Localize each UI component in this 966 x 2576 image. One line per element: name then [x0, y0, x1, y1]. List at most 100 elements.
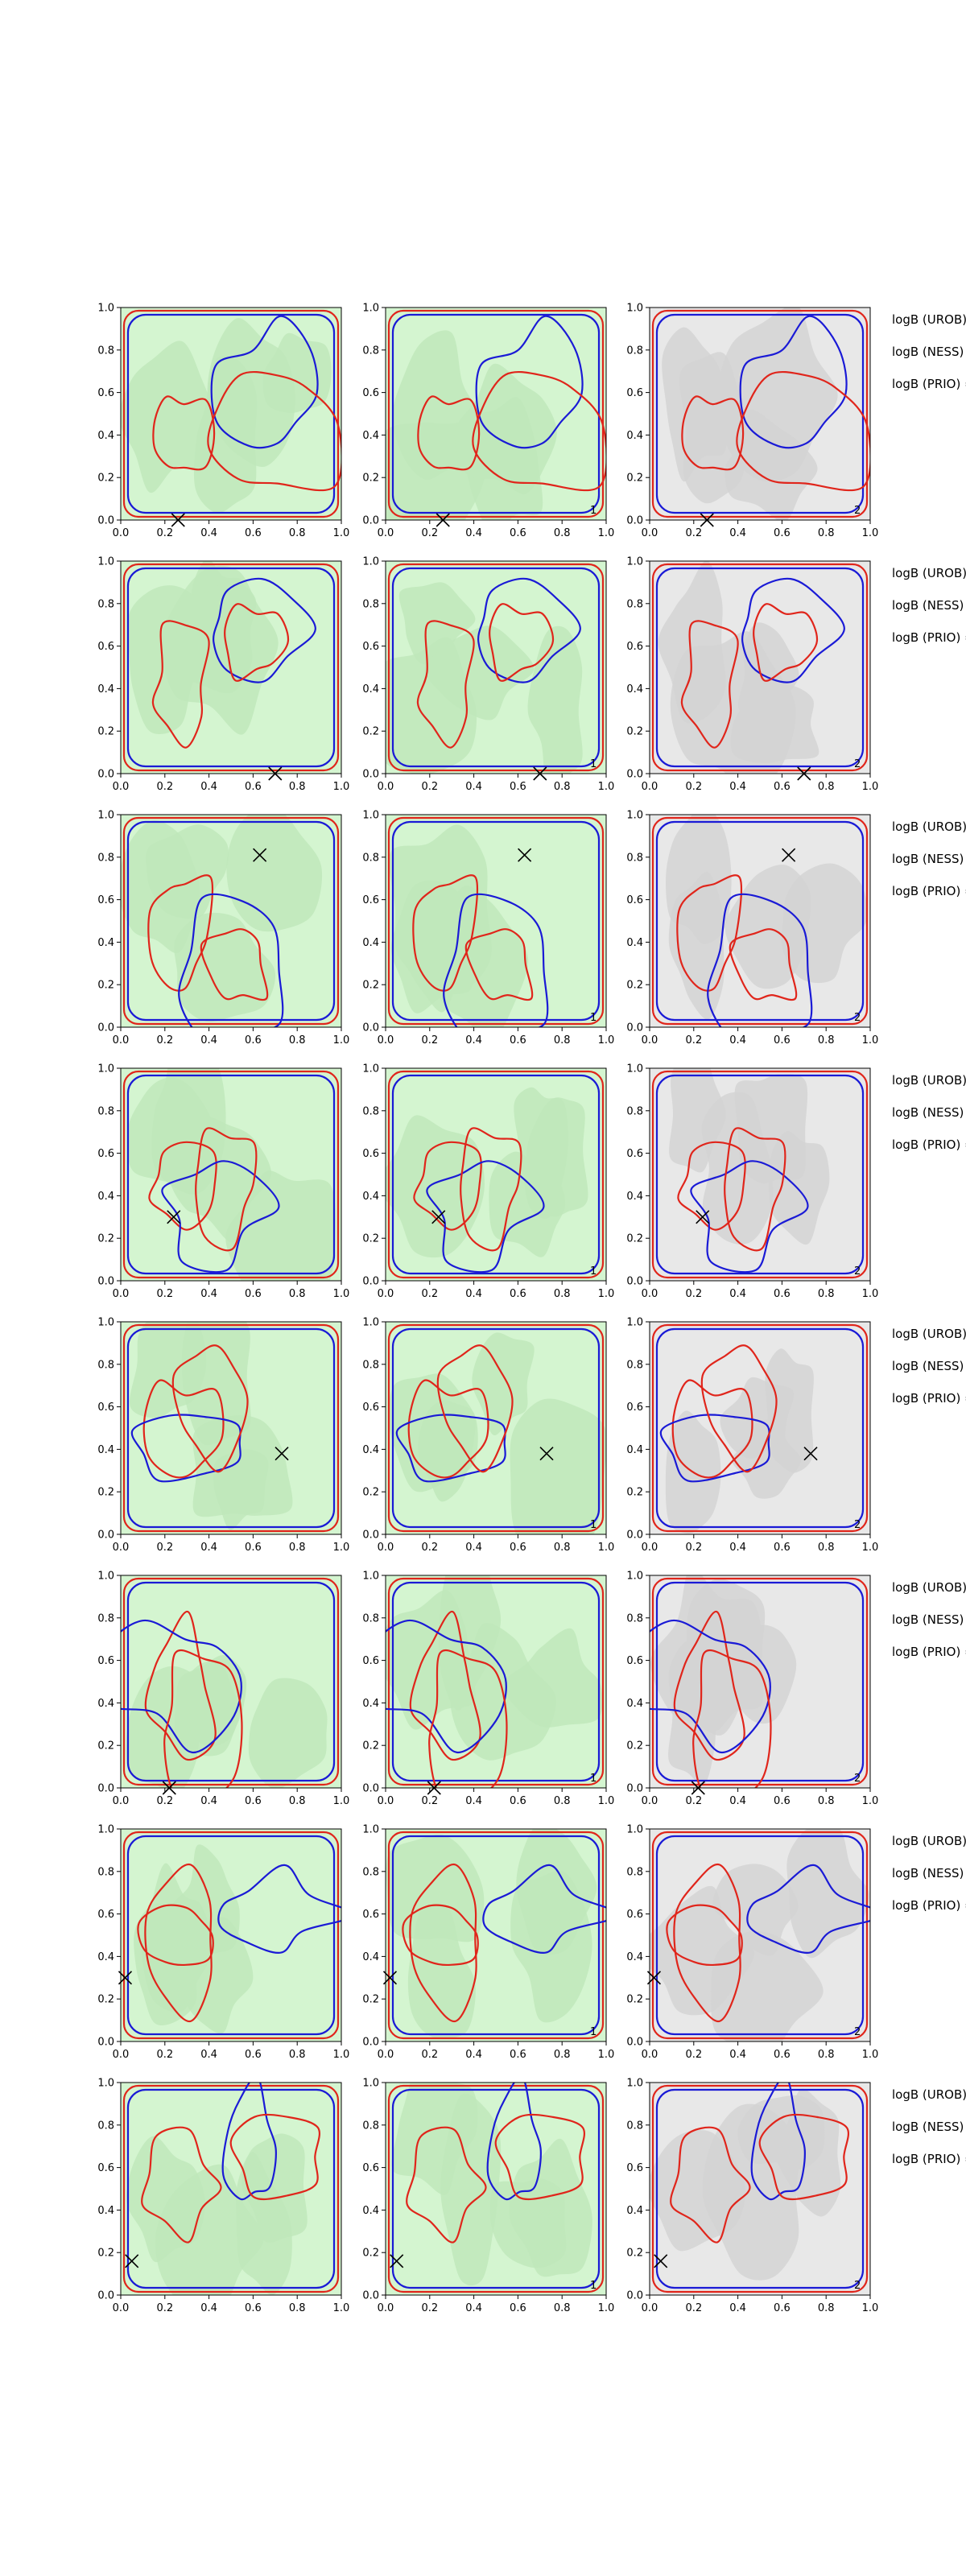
red-contour [753, 603, 819, 682]
y-tick-label: 0.0 [626, 1783, 643, 1795]
axes-frame [649, 1575, 871, 1789]
y-tick-label: 0.0 [626, 769, 643, 781]
red-contour [122, 1577, 340, 1786]
x-tick-label: 0.4 [200, 1795, 217, 1807]
y-tick-label: 1.0 [362, 810, 379, 822]
x-tick-label: 1.0 [862, 781, 879, 793]
y-tick-label: 0.2 [97, 1487, 114, 1499]
y-tick-label: 1.0 [97, 1317, 114, 1329]
x-tick-label: 0.6 [245, 781, 262, 793]
x-tick-label: 1.0 [598, 527, 615, 539]
y-tick-label: 0.6 [362, 2162, 379, 2174]
panel-number: 2 [854, 1012, 861, 1024]
logb-label: logB (PRIO) = [892, 1898, 966, 1913]
y-tick-label: 0.8 [97, 1612, 114, 1624]
y-tick-label: 0.2 [97, 2248, 114, 2260]
y-tick-label: 0.6 [97, 1655, 114, 1667]
red-contour [670, 2126, 751, 2244]
y-tick-label: 0.4 [362, 1444, 379, 1456]
x-tick-label: 0.8 [289, 2049, 306, 2061]
x-tick-label: 0.0 [113, 781, 130, 793]
red-contour [387, 2084, 605, 2293]
y-tick-label: 0.4 [626, 937, 643, 949]
axes-frame [385, 1828, 607, 2042]
red-contour [402, 1904, 479, 1967]
x-tick-label: 0.4 [729, 1542, 746, 1554]
contour-panel: 0.00.00.20.20.40.40.60.60.80.81.01.02 [626, 556, 878, 794]
x-tick-label: 0.8 [289, 2302, 306, 2314]
axes-frame [120, 1067, 342, 1282]
marker-x [539, 1447, 554, 1461]
red-contour [207, 370, 341, 492]
blue-contour [482, 1864, 606, 1954]
axes-frame [385, 307, 607, 521]
axes-frame [385, 814, 607, 1028]
red-contour [673, 1611, 745, 1761]
blue-contour [391, 567, 601, 768]
x-tick-label: 1.0 [333, 1795, 350, 1807]
x-tick-label: 0.0 [113, 2049, 130, 2061]
x-tick-label: 1.0 [862, 1795, 879, 1807]
panel-row: 0.00.00.20.20.40.40.60.60.80.81.01.00.00… [97, 1824, 966, 2062]
axes-frame [649, 560, 871, 774]
blue-contour [750, 2083, 806, 2201]
x-tick-label: 0.2 [156, 1034, 173, 1046]
x-tick-label: 0.2 [421, 527, 438, 539]
y-tick-label: 1.0 [626, 1824, 643, 1836]
y-tick-label: 0.4 [362, 1191, 379, 1203]
plot-area [121, 561, 341, 774]
x-tick-label: 0.0 [113, 1034, 130, 1046]
red-contour [681, 395, 745, 471]
red-contour [412, 874, 479, 992]
y-tick-label: 0.6 [97, 1909, 114, 1921]
y-tick-label: 1.0 [362, 556, 379, 568]
density-region [527, 625, 583, 774]
blue-contour [126, 1074, 336, 1275]
y-tick-label: 0.4 [362, 937, 379, 949]
x-tick-label: 0.6 [510, 1034, 526, 1046]
density-region [510, 1398, 606, 1534]
x-tick-label: 0.0 [642, 527, 658, 539]
red-contour [163, 1649, 243, 1788]
x-tick-label: 1.0 [333, 1288, 350, 1300]
x-tick-label: 0.4 [729, 781, 746, 793]
x-tick-label: 0.4 [200, 527, 217, 539]
y-tick-label: 0.6 [362, 1402, 379, 1414]
axes-frame [649, 2082, 871, 2296]
plot-area [650, 561, 870, 774]
y-tick-label: 0.2 [362, 1233, 379, 1245]
x-tick-label: 0.2 [685, 1034, 702, 1046]
x-tick-label: 0.0 [113, 2302, 130, 2314]
density-region [226, 815, 322, 932]
axes-frame [385, 1321, 607, 1535]
y-tick-label: 1.0 [97, 556, 114, 568]
contour-panel: 0.00.0 0.2 0.2 0.4 0.4 0.6 0.6 0.8 0.8 1.0 1.0 [97, 1571, 349, 1808]
blue-contour [391, 1074, 601, 1275]
plot-area [121, 815, 341, 1027]
y-tick-label: 0.8 [626, 852, 643, 864]
x-tick-label: 0.8 [289, 781, 306, 793]
x-tick-label: 1.0 [598, 1542, 615, 1554]
panel-number: 1 [590, 1519, 597, 1531]
y-tick-label: 0.0 [626, 1022, 643, 1034]
red-contour [729, 928, 798, 1001]
y-tick-label: 0.2 [626, 2248, 643, 2260]
density-region [514, 1087, 568, 1219]
y-tick-label: 0.6 [362, 1909, 379, 1921]
panel-number: 2 [854, 1773, 861, 1785]
y-tick-label: 0.0 [626, 2037, 643, 2049]
y-tick-label: 0.4 [97, 1951, 114, 1963]
red-contour [494, 2113, 586, 2201]
y-tick-label: 0.6 [626, 1148, 643, 1160]
blue-contour [126, 1581, 336, 1782]
y-tick-label: 0.8 [626, 1866, 643, 1878]
red-contour [137, 1904, 214, 1967]
x-tick-label: 0.2 [421, 1288, 438, 1300]
y-tick-label: 1.0 [626, 303, 643, 315]
red-contour [758, 2113, 850, 2201]
blue-contour [210, 315, 319, 449]
marker-x [167, 1210, 181, 1224]
red-contour [428, 1649, 508, 1788]
density-region [207, 318, 295, 468]
x-tick-label: 0.6 [510, 1542, 526, 1554]
